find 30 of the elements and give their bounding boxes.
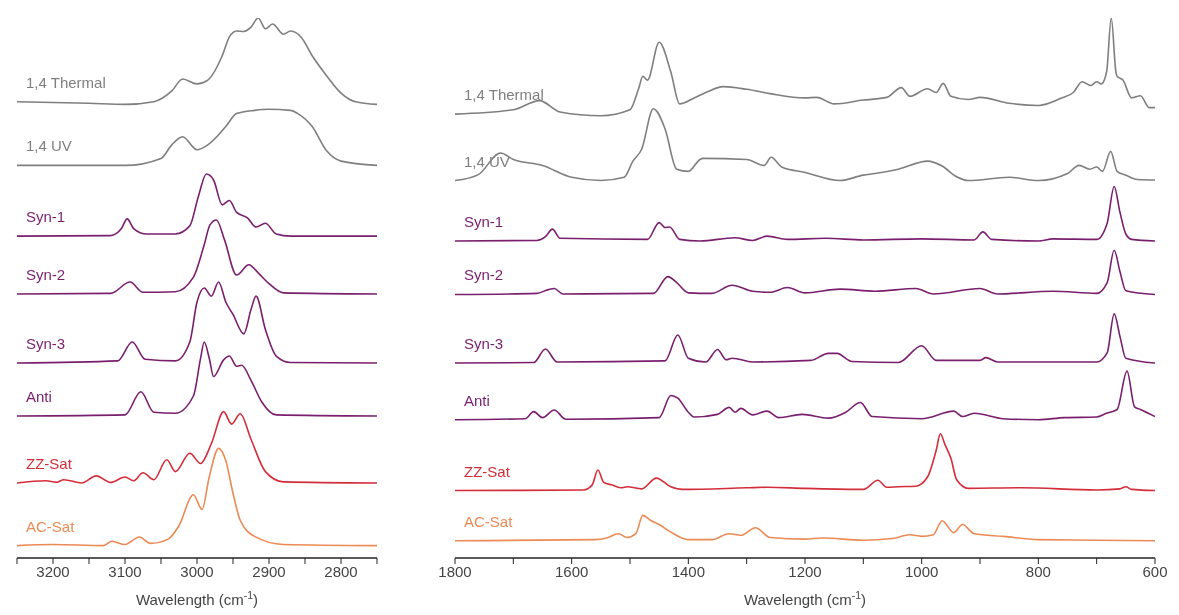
x-tick-label: 2800 [324,562,358,580]
x-tick-label: 3100 [108,562,142,580]
series-label: 1,4 Thermal [26,73,106,91]
x-axis-title: Wavelength (cm$^{-1}$) [135,589,259,608]
series-label: AC-Sat [464,512,513,530]
x-tick-label: 2900 [252,562,286,580]
series-label: 1,4 UV [464,152,510,170]
x-tick-label: 1000 [904,562,939,580]
x-tick-label: 800 [1025,562,1051,580]
series-label: AC-Sat [26,517,75,535]
series-label: Syn-1 [464,213,504,231]
series-label: 1,4 Thermal [464,86,544,104]
series-label: Syn-2 [26,265,66,283]
x-tick-label: 600 [1142,562,1168,580]
x-tick-label: 1200 [788,562,822,580]
series-label: Anti [26,387,52,405]
series-label: Syn-3 [26,335,66,353]
series-label: Syn-3 [464,335,504,353]
series-label: Syn-2 [464,266,504,284]
x-tick-label: 3000 [180,562,214,580]
series-label: Syn-1 [26,208,66,226]
x-axis-title: Wavelength (cm$^{-1}$) [743,589,867,608]
x-tick-label: 1400 [671,562,706,580]
series-label: ZZ-Sat [464,462,510,480]
series-label: Anti [464,391,490,409]
x-tick-label: 1800 [438,562,472,580]
series-label: ZZ-Sat [26,454,72,472]
x-tick-label: 3200 [36,562,70,580]
x-tick-label: 1600 [554,562,589,580]
series-label: 1,4 UV [26,137,72,155]
